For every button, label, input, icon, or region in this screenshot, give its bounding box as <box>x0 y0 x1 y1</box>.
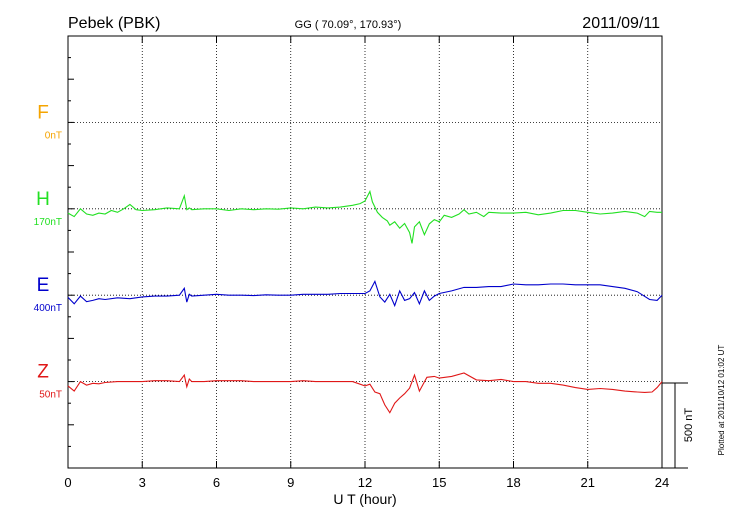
x-tick-label-2: 6 <box>213 475 220 490</box>
series-baseline-label-H: 170nT <box>34 217 62 228</box>
x-axis-label: U T (hour) <box>333 491 396 507</box>
coords-label: GG ( 70.09°, 170.93°) <box>295 19 402 31</box>
series-labels: F 0nT H 170nT E 400nT Z 50nT <box>34 102 62 400</box>
series-line-Z <box>67 372 663 414</box>
x-tick-label-7: 21 <box>581 475 595 490</box>
x-tick-label-5: 15 <box>432 475 446 490</box>
x-tick-label-1: 3 <box>139 475 146 490</box>
x-tick-label-0: 0 <box>64 475 71 490</box>
grid-lines <box>141 36 589 468</box>
series-name-E: E <box>37 275 50 296</box>
plotted-note: Plotted at 2011/10/12 01:02 UT <box>717 345 726 456</box>
series-name-Z: Z <box>37 362 49 383</box>
baselines <box>68 122 662 383</box>
series-name-H: H <box>36 189 50 210</box>
date-label: 2011/09/11 <box>582 15 660 32</box>
series-baseline-label-Z: 50nT <box>39 390 62 401</box>
x-tick-label-3: 9 <box>287 475 294 490</box>
scale-bar-label: 500 nT <box>683 408 695 443</box>
series-baseline-label-F: 0nT <box>45 130 62 141</box>
x-tick-label-8: 24 <box>655 475 669 490</box>
series-line-H <box>67 189 662 244</box>
series-line-E <box>67 279 663 308</box>
x-tick-label-6: 18 <box>506 475 520 490</box>
x-tick-label-4: 12 <box>358 475 372 490</box>
series-lines <box>67 189 663 414</box>
scale-bar: 500 nT <box>662 382 695 469</box>
series-baseline-label-E: 400nT <box>34 303 62 314</box>
station-title: Pebek (PBK) <box>68 15 160 32</box>
series-name-F: F <box>37 102 49 123</box>
x-ticks: 0 3 6 9 12 15 18 21 24 <box>64 36 669 490</box>
